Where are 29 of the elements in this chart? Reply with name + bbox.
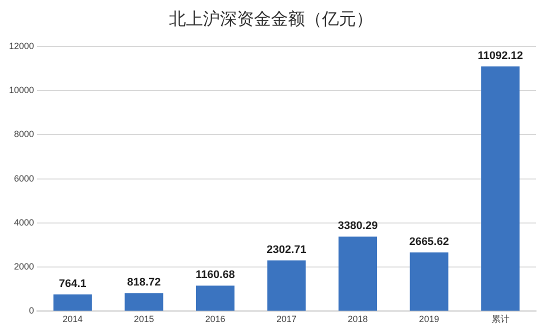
x-tick-label: 2015: [134, 314, 154, 324]
bar: [410, 252, 448, 311]
y-tick-label: 2000: [14, 262, 34, 272]
data-label: 764.1: [58, 278, 86, 290]
bar: [338, 236, 378, 311]
data-label: 2665.62: [409, 236, 449, 248]
y-tick-label: 12000: [8, 40, 34, 51]
y-tick-label: 0: [29, 306, 34, 316]
bar: [267, 260, 306, 311]
x-tick-label: 2014: [62, 314, 83, 324]
y-tick-label: 6000: [14, 173, 34, 184]
x-tick-label: 累计: [491, 314, 510, 324]
y-tick-label: 10000: [8, 85, 34, 96]
data-label: 818.72: [127, 276, 161, 289]
x-tick-label: 2016: [205, 314, 226, 324]
x-tick-label: 2018: [348, 314, 368, 324]
data-label: 3380.29: [338, 220, 378, 232]
chart-title: 北上沪深资金金额（亿元）: [169, 10, 373, 30]
data-label: 1160.68: [196, 269, 235, 282]
x-tick-label: 2019: [419, 314, 440, 324]
bar: [53, 294, 92, 311]
x-tick-label: 2017: [276, 314, 297, 324]
bar: [124, 293, 164, 311]
y-tick-label: 8000: [14, 129, 34, 140]
data-label: 2302.71: [266, 244, 306, 256]
y-tick-label: 4000: [14, 217, 34, 228]
bar: [481, 66, 520, 311]
data-label: 11092.12: [478, 50, 523, 62]
bar: [196, 286, 234, 311]
